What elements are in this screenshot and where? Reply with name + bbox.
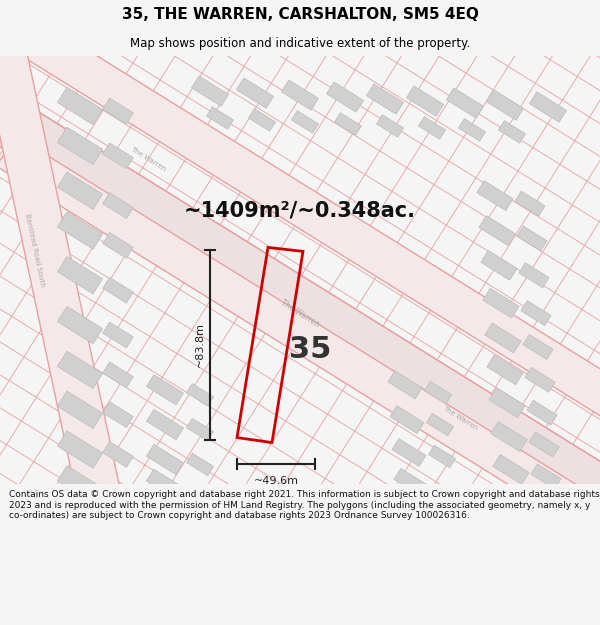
Polygon shape <box>103 143 133 169</box>
Polygon shape <box>187 453 214 476</box>
Polygon shape <box>103 278 133 303</box>
Text: The Warren: The Warren <box>130 146 167 172</box>
Polygon shape <box>392 439 426 466</box>
Polygon shape <box>103 232 133 258</box>
Polygon shape <box>187 384 214 406</box>
Polygon shape <box>58 88 103 125</box>
Polygon shape <box>525 368 555 392</box>
Polygon shape <box>58 391 103 428</box>
Polygon shape <box>58 466 103 503</box>
Polygon shape <box>236 78 274 108</box>
Polygon shape <box>58 306 103 344</box>
Polygon shape <box>0 0 178 625</box>
Polygon shape <box>326 82 364 112</box>
Polygon shape <box>334 112 362 135</box>
Polygon shape <box>248 109 275 131</box>
Text: ~49.6m: ~49.6m <box>254 476 299 486</box>
Polygon shape <box>58 172 103 209</box>
Polygon shape <box>519 263 549 288</box>
Polygon shape <box>489 388 525 418</box>
Text: 35, THE WARREN, CARSHALTON, SM5 4EQ: 35, THE WARREN, CARSHALTON, SM5 4EQ <box>122 6 478 21</box>
Polygon shape <box>427 413 454 436</box>
Polygon shape <box>146 469 184 499</box>
Polygon shape <box>206 107 233 129</box>
Polygon shape <box>191 76 229 106</box>
Text: 35: 35 <box>289 336 331 364</box>
Polygon shape <box>487 355 523 385</box>
Polygon shape <box>146 444 184 474</box>
Polygon shape <box>515 191 545 216</box>
Polygon shape <box>485 323 521 353</box>
Polygon shape <box>493 454 529 484</box>
Polygon shape <box>146 374 184 405</box>
Polygon shape <box>292 111 319 133</box>
Polygon shape <box>281 80 319 110</box>
Polygon shape <box>103 98 133 124</box>
Polygon shape <box>103 322 133 348</box>
Polygon shape <box>58 127 103 164</box>
Polygon shape <box>390 406 424 434</box>
Polygon shape <box>481 251 517 280</box>
Polygon shape <box>187 418 214 441</box>
Polygon shape <box>458 119 485 141</box>
Text: The Warren: The Warren <box>279 298 321 329</box>
Polygon shape <box>523 334 553 359</box>
Polygon shape <box>394 469 428 496</box>
Polygon shape <box>446 88 484 118</box>
Text: Banstead Road South: Banstead Road South <box>24 213 46 288</box>
Text: ~1409m²/~0.348ac.: ~1409m²/~0.348ac. <box>184 201 416 221</box>
Polygon shape <box>376 115 404 137</box>
Polygon shape <box>58 431 103 468</box>
Polygon shape <box>483 288 519 318</box>
Polygon shape <box>424 381 452 404</box>
Polygon shape <box>428 445 455 468</box>
Polygon shape <box>529 432 559 457</box>
Polygon shape <box>0 0 600 463</box>
Polygon shape <box>406 86 443 116</box>
Text: Contains OS data © Crown copyright and database right 2021. This information is : Contains OS data © Crown copyright and d… <box>9 490 599 520</box>
Polygon shape <box>367 84 404 114</box>
Polygon shape <box>103 362 133 388</box>
Polygon shape <box>527 400 557 425</box>
Polygon shape <box>58 257 103 294</box>
Polygon shape <box>146 409 184 440</box>
Polygon shape <box>58 212 103 249</box>
Polygon shape <box>103 192 133 219</box>
Polygon shape <box>0 136 600 625</box>
Polygon shape <box>531 464 561 489</box>
Polygon shape <box>418 117 446 139</box>
Polygon shape <box>517 226 547 251</box>
Text: Map shows position and indicative extent of the property.: Map shows position and indicative extent… <box>130 38 470 51</box>
Polygon shape <box>58 351 103 389</box>
Polygon shape <box>487 90 524 120</box>
Polygon shape <box>103 442 133 468</box>
Polygon shape <box>521 301 551 326</box>
Polygon shape <box>477 181 513 211</box>
Polygon shape <box>529 92 566 122</box>
Polygon shape <box>499 121 526 143</box>
Polygon shape <box>479 216 515 246</box>
Polygon shape <box>491 422 527 451</box>
Polygon shape <box>103 402 133 428</box>
Polygon shape <box>388 371 422 399</box>
Text: The Warren: The Warren <box>442 404 479 431</box>
Text: ~83.8m: ~83.8m <box>195 322 205 368</box>
